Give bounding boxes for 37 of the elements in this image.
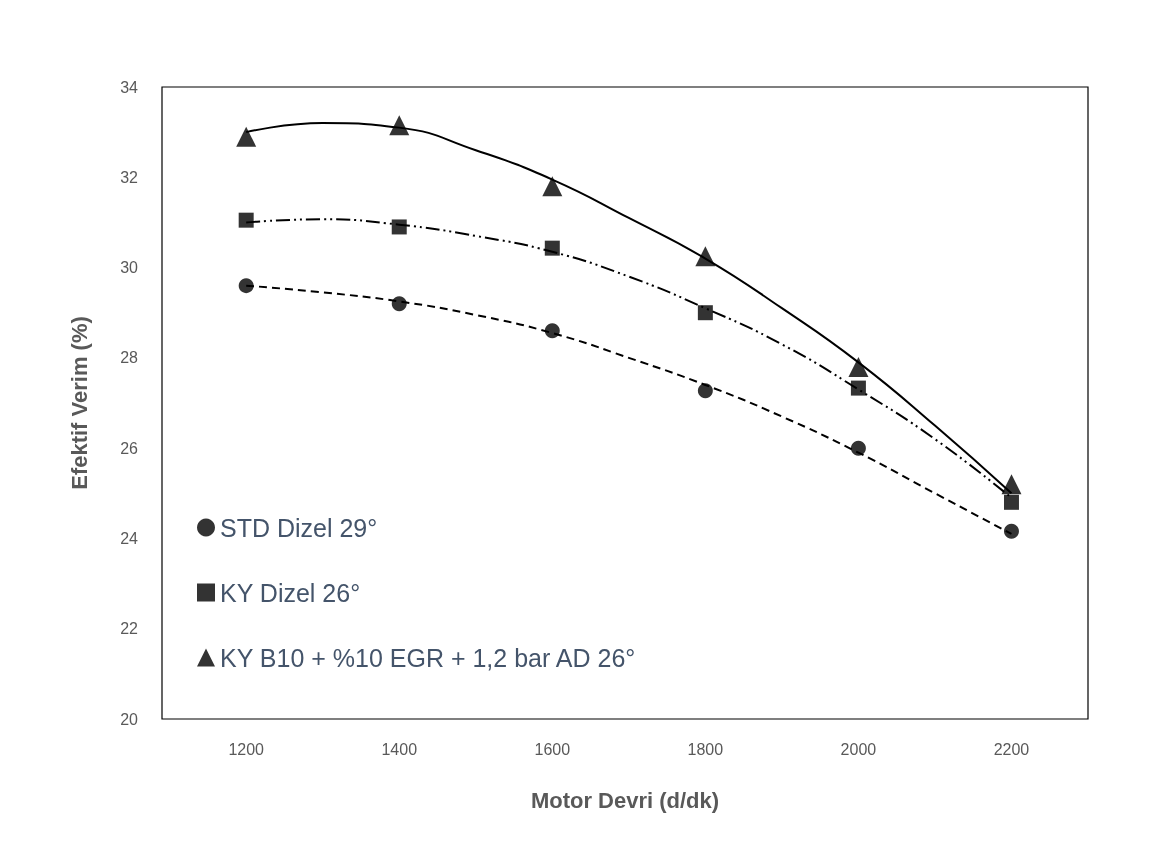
y-tick-label: 24 (120, 529, 139, 547)
point (544, 323, 560, 339)
point (695, 246, 716, 267)
y-tick-label: 26 (120, 439, 139, 457)
legend-label: KY B10 + %10 EGR + 1,2 bar AD 26° (220, 643, 636, 672)
point (1003, 494, 1019, 510)
point (850, 380, 866, 396)
x-tick-label: 1600 (534, 740, 571, 758)
point (238, 278, 254, 294)
legend-label: STD Dizel 29° (220, 513, 378, 542)
point (1003, 523, 1019, 539)
point (236, 126, 257, 147)
point (542, 176, 563, 197)
y-tick-label: 28 (120, 349, 139, 367)
point (391, 296, 407, 312)
point (1001, 474, 1022, 495)
point (697, 383, 713, 399)
point (848, 356, 869, 377)
x-axis-title: Motor Devri (d/dk) (530, 787, 720, 813)
point (391, 219, 407, 235)
x-tick-label: 1200 (228, 740, 265, 758)
y-tick-label: 32 (120, 168, 139, 186)
legend-label: KY Dizel 26° (220, 578, 361, 607)
y-tick-label: 20 (120, 710, 139, 728)
point (544, 240, 560, 256)
point (238, 212, 254, 228)
y-tick-label: 22 (120, 620, 139, 638)
x-tick-label: 1400 (381, 740, 418, 758)
y-tick-label: 34 (120, 78, 139, 96)
y-tick-label: 30 (120, 259, 139, 277)
y-axis-title: Efektif Verim (%) (66, 316, 92, 490)
point (389, 115, 410, 136)
point (850, 440, 866, 456)
x-tick-label: 2000 (840, 740, 877, 758)
point (697, 305, 713, 321)
x-tick-label: 1800 (687, 740, 724, 758)
x-tick-label: 2200 (993, 740, 1030, 758)
